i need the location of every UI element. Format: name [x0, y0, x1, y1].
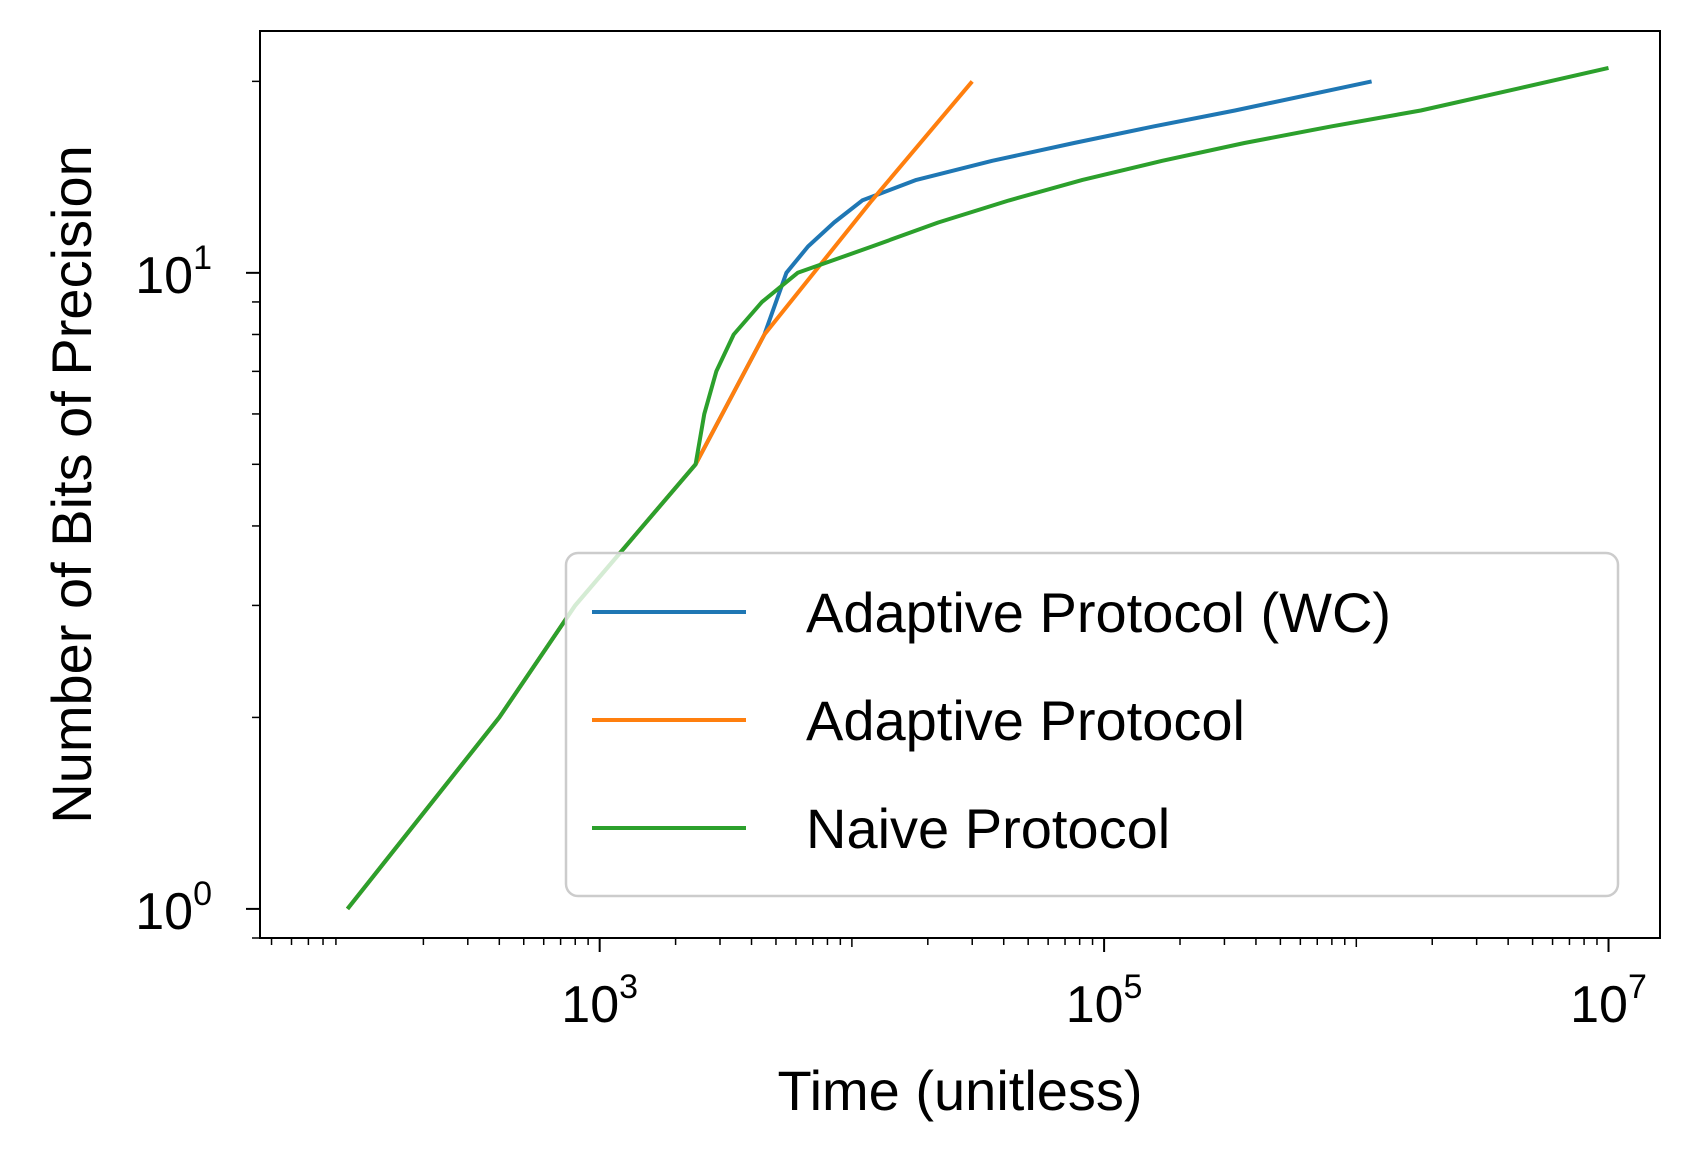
legend: Adaptive Protocol (WC) Adaptive Protocol N… — [564, 551, 1620, 898]
y-axis-title: Number of Bits of Precision — [40, 145, 103, 823]
series-line-3 — [345, 65, 1609, 911]
legend-label-2: Adaptive Protocol — [806, 689, 1245, 752]
y-tick-label-1: 100 — [135, 875, 212, 941]
plot-frame — [259, 30, 1661, 939]
y-tick-label-2: 101 — [135, 239, 212, 305]
x-tick-label-2: 105 — [1066, 968, 1143, 1034]
x-axis-title: Time (unitless) — [777, 1059, 1142, 1122]
legend-entries: Adaptive Protocol (WC) Adaptive Protocol N… — [592, 581, 1391, 860]
legend-box — [564, 551, 1620, 898]
legend-label-3: Naive Protocol — [806, 797, 1170, 860]
ticks-layer: 103 105 107 100 101 — [135, 80, 1647, 1034]
legend-label-1: Adaptive Protocol (WC) — [806, 581, 1391, 644]
x-tick-label-1: 103 — [561, 968, 638, 1034]
x-tick-label-3: 107 — [1570, 968, 1647, 1034]
series-layer — [345, 65, 1609, 911]
